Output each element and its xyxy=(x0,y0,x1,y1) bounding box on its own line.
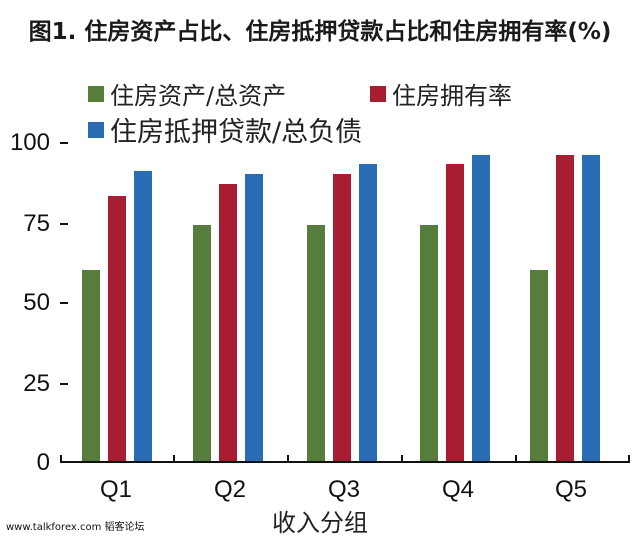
bar-q4-series-2 xyxy=(446,164,464,462)
y-tick-label-75: 75 xyxy=(23,210,50,237)
bar-q1-series-1 xyxy=(82,270,100,462)
legend-item-mortgage-share: 住房抵押贷款/总负债 xyxy=(88,110,362,149)
legend-swatch-green-icon xyxy=(88,85,104,102)
x-category-q1: Q1 xyxy=(99,476,132,503)
legend-label: 住房资产/总资产 xyxy=(110,82,287,110)
bar-q2-series-3 xyxy=(245,174,263,462)
bar-q5-series-3 xyxy=(582,154,600,462)
x-axis-line xyxy=(60,461,630,463)
bar-q3-series-3 xyxy=(359,164,377,462)
bar-q1-series-2 xyxy=(108,196,126,462)
bar-q3-series-2 xyxy=(333,174,351,462)
legend-label: 住房拥有率 xyxy=(392,82,512,110)
y-tick-label-50: 50 xyxy=(23,289,50,316)
x-axis-tick xyxy=(60,455,62,463)
x-axis-label: 收入分组 xyxy=(272,509,368,537)
y-tick-label-25: 25 xyxy=(23,370,50,397)
x-category-q2: Q2 xyxy=(213,476,246,503)
y-tick-label-0: 0 xyxy=(36,449,50,476)
legend-label: 住房抵押贷款/总负债 xyxy=(110,117,363,148)
bar-q2-series-1 xyxy=(193,225,211,462)
x-category-q4: Q4 xyxy=(441,476,474,503)
x-axis-tick xyxy=(401,455,403,463)
x-axis-tick xyxy=(515,455,517,463)
x-axis-tick xyxy=(287,455,289,463)
legend-item-homeownership-rate: 住房拥有率 xyxy=(370,76,512,111)
watermark: www.talkforex.com 韬客论坛 xyxy=(6,522,145,533)
bar-q4-series-3 xyxy=(472,154,490,462)
y-tick-mark xyxy=(60,302,68,304)
legend-swatch-red-icon xyxy=(370,85,386,102)
bar-q5-series-1 xyxy=(530,270,548,462)
x-axis-tick xyxy=(173,455,175,463)
bar-q1-series-3 xyxy=(134,170,152,462)
y-tick-label-100: 100 xyxy=(9,129,50,156)
bar-q4-series-1 xyxy=(420,225,438,462)
legend-swatch-blue-icon xyxy=(88,121,104,138)
chart-title: 图1. 住房资产占比、住房抵押贷款占比和住房拥有率(%) xyxy=(28,19,612,45)
x-category-q5: Q5 xyxy=(554,476,587,503)
y-tick-mark xyxy=(60,142,68,144)
x-axis-tick xyxy=(628,455,630,463)
bar-q3-series-1 xyxy=(307,225,325,462)
x-category-q3: Q3 xyxy=(327,476,360,503)
bar-q2-series-2 xyxy=(219,183,237,462)
legend-item-housing-asset-share: 住房资产/总资产 xyxy=(88,76,286,111)
y-tick-mark xyxy=(60,223,68,225)
bar-q5-series-2 xyxy=(556,154,574,462)
y-tick-mark xyxy=(60,383,68,385)
